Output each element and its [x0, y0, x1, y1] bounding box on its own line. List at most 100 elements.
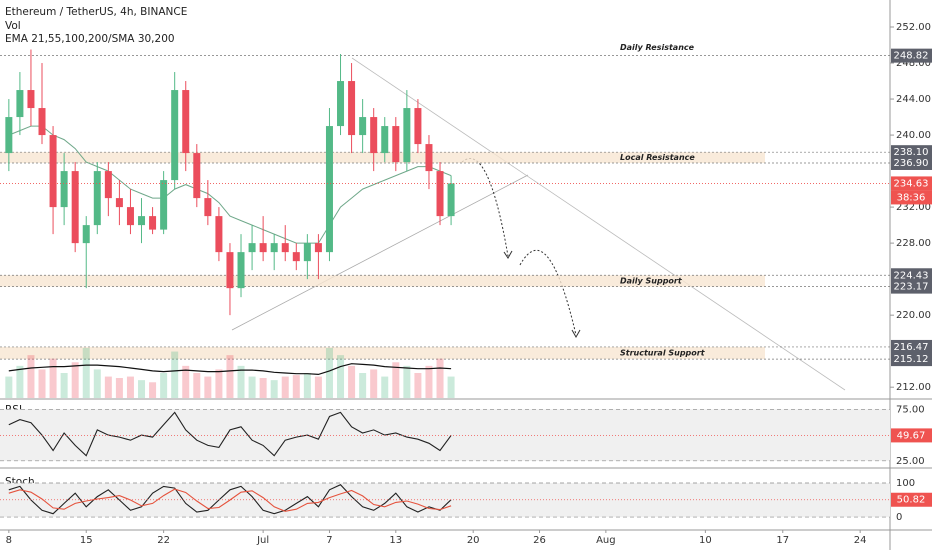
level-label-box	[891, 48, 932, 63]
volume-bar	[149, 382, 157, 398]
symbol: Ethereum / TetherUS, 4h, BINANCE	[5, 6, 187, 18]
candle-body	[71, 171, 79, 244]
volume-bar	[160, 373, 168, 398]
volume-bar	[392, 362, 400, 398]
y-tick-label: 228.00	[896, 238, 931, 249]
volume-bar	[281, 376, 289, 398]
x-tick-label: 26	[533, 535, 546, 546]
x-tick-label: Jul	[256, 535, 269, 546]
level-label-box	[891, 145, 932, 160]
volume-bar	[104, 376, 112, 398]
level-label-box	[891, 268, 932, 283]
level-label: 248.82	[894, 51, 929, 62]
candle-body	[403, 108, 411, 163]
zone	[0, 275, 765, 287]
y-tick-label: 240.00	[896, 130, 931, 141]
y-tick-label: 25.00	[896, 456, 925, 467]
candle-body	[303, 243, 311, 262]
y-tick-label: 252.00	[896, 22, 931, 33]
x-tick-label: Aug	[596, 535, 616, 546]
level-label: 223.17	[894, 282, 929, 293]
y-tick-label: 248.00	[896, 58, 931, 69]
projection-arrow	[461, 158, 509, 257]
volume-bar	[82, 348, 90, 398]
candle-body	[325, 126, 333, 253]
candle-body	[237, 252, 245, 289]
zone-name: Daily Resistance	[620, 43, 695, 52]
y-tick-label: 232.00	[896, 202, 931, 213]
trendline	[351, 57, 846, 391]
countdown-box	[891, 190, 932, 205]
candle-body	[248, 243, 256, 253]
volume-bar	[138, 380, 146, 398]
zone	[0, 152, 765, 163]
level-label: 215.12	[894, 354, 929, 365]
volume-bar	[292, 375, 300, 398]
volume-bar	[215, 369, 223, 398]
candle-body	[27, 90, 35, 109]
candle-body	[292, 252, 300, 262]
candle-body	[5, 117, 13, 154]
level-label-box	[891, 339, 932, 354]
arrow-head	[503, 250, 513, 259]
volume-bar	[425, 365, 433, 398]
volume-bar	[248, 376, 256, 398]
candle-body	[226, 252, 234, 289]
candle-body	[38, 108, 46, 136]
volume-bar	[204, 376, 212, 398]
last-price-box	[891, 176, 932, 191]
volume-bar	[381, 376, 389, 398]
candle-body	[281, 243, 289, 253]
level-label: 236.90	[894, 158, 929, 169]
x-tick-label: 17	[776, 535, 789, 546]
x-tick-label: 7	[326, 535, 332, 546]
last-price: 234.63	[894, 178, 929, 189]
candle-body	[126, 207, 134, 226]
last-value: 49.67	[897, 430, 926, 441]
x-tick-label: 8	[6, 535, 12, 546]
candle-body	[16, 90, 24, 118]
candle-body	[381, 126, 389, 154]
candle-body	[93, 171, 101, 226]
y-tick-label: 75.00	[896, 404, 925, 415]
y-tick-label: 100	[896, 478, 915, 489]
y-tick-label: 244.00	[896, 94, 931, 105]
candle-body	[259, 243, 267, 253]
volume-bar	[60, 373, 68, 398]
candle-body	[314, 243, 322, 253]
last-value: 50.82	[897, 495, 926, 506]
indicator-line	[8, 488, 452, 512]
projection-arrow	[519, 249, 577, 336]
candle-body	[60, 171, 68, 208]
volume-bar	[5, 376, 13, 398]
candle-body	[447, 183, 455, 217]
y-tick-label: 212.00	[896, 382, 931, 393]
candle-body	[115, 198, 123, 208]
volume-bar	[171, 351, 179, 398]
volume-bar	[447, 376, 455, 398]
volume-bar	[226, 355, 234, 398]
level-label-box	[891, 352, 932, 367]
volume-bar	[403, 365, 411, 398]
volume-bar	[270, 380, 278, 398]
volume-ma	[8, 363, 452, 376]
candle-body	[337, 81, 345, 127]
volume-bar	[348, 365, 356, 398]
volume-bar	[325, 348, 333, 398]
volume-bar	[436, 358, 444, 398]
volume-bar	[38, 369, 46, 398]
level-label-box	[891, 279, 932, 294]
volume-bar	[16, 365, 24, 398]
candle-body	[82, 225, 90, 244]
y-tick-label: 220.00	[896, 310, 931, 321]
candle-body	[436, 171, 444, 217]
zone-name: Daily Support	[620, 276, 683, 285]
zone-name: Structural Support	[620, 349, 706, 358]
level-label: 224.43	[894, 270, 929, 281]
level-label-box	[891, 155, 932, 170]
candle-body	[370, 117, 378, 154]
trendline	[231, 174, 529, 331]
volume-bar	[93, 369, 101, 398]
